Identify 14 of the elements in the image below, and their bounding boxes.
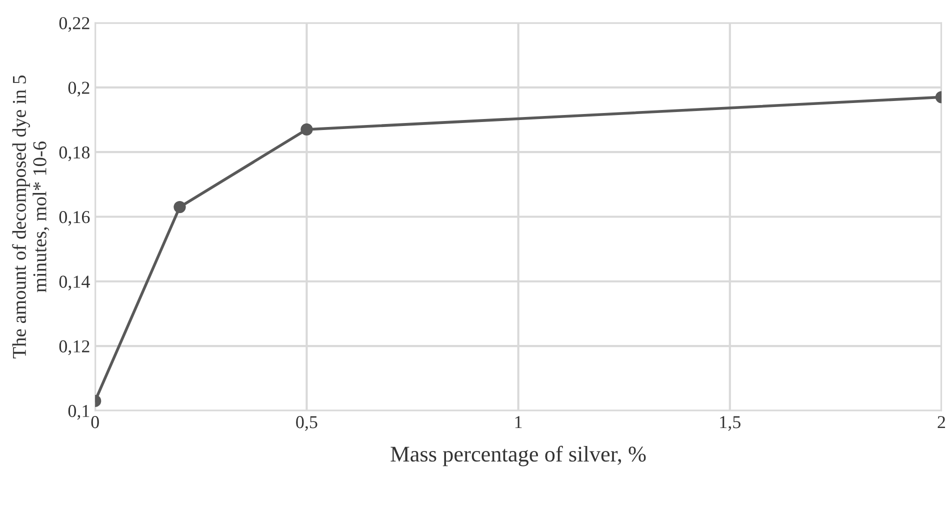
x-tick-label: 0,5 [296,416,318,431]
x-tick-label: 0 [91,416,99,428]
x-tick-label: 1 [515,416,522,428]
x-tick-label: 2 [938,416,946,428]
y-tick-label: 0,2 [68,82,90,96]
y-tick-label: 0,22 [59,17,90,32]
y-tick-label: 0,1 [68,404,90,420]
y-tick-label: 0,18 [59,146,90,162]
y-tick-label: 0,14 [59,276,90,290]
x-tick-label: 1,5 [720,416,740,431]
y-axis-title: The amount of decomposed dye in 5 minutes, mol* 10-6 [12,75,50,358]
y-tick-label: 0,12 [59,340,90,356]
x-axis-title: Mass percentage of silver, % [390,446,646,466]
y-tick-label: 0,16 [59,211,90,226]
